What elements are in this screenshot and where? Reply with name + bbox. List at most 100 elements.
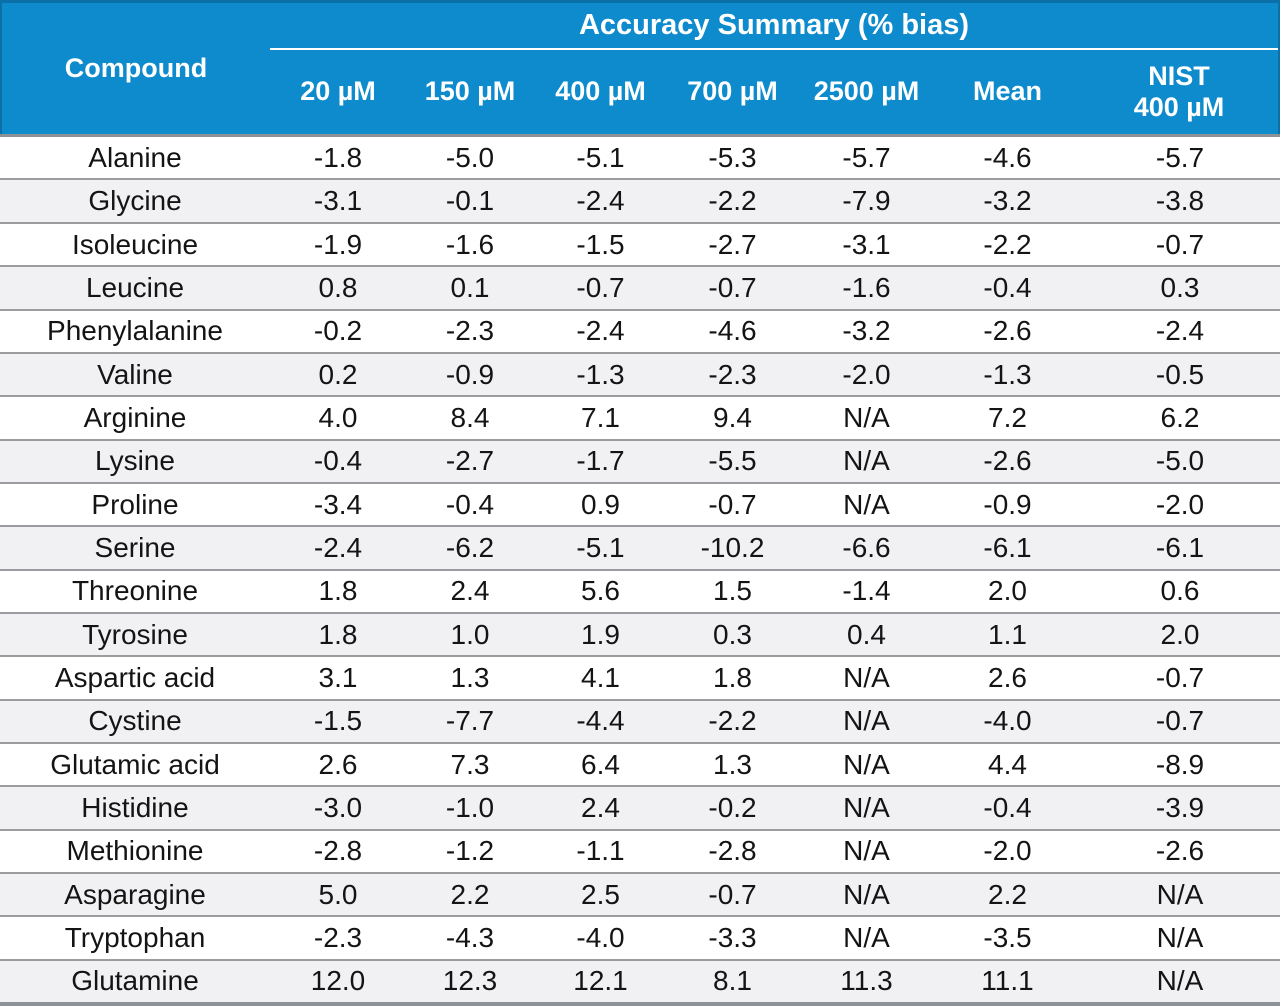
value-cell: -3.1 (798, 221, 935, 267)
compound-cell: Leucine (0, 265, 270, 310)
value-cell: N/A (1080, 915, 1280, 960)
table-row: Lysine -0.4 -2.7 -1.7 -5.5 N/A -2.6 -5.0 (0, 438, 1280, 483)
value-cell: -0.7 (667, 871, 798, 917)
value-cell: N/A (798, 871, 935, 917)
table-row: Aspartic acid 3.1 1.3 4.1 1.8 N/A 2.6 -0.7 (0, 655, 1280, 700)
value-cell: -4.4 (534, 698, 667, 743)
value-cell: 1.8 (270, 611, 406, 657)
table-row: Glycine -3.1 -0.1 -2.4 -2.2 -7.9 -3.2 -3.8 (0, 178, 1280, 223)
value-cell: N/A (798, 698, 935, 743)
value-cell: 0.3 (667, 611, 798, 657)
value-cell: -0.7 (667, 481, 798, 527)
value-cell: 9.4 (667, 395, 798, 440)
table-row: Cystine -1.5 -7.7 -4.4 -2.2 N/A -4.0 -0.7 (0, 698, 1280, 743)
table-row: Glutamine 12.0 12.3 12.1 8.1 11.3 11.1 N/A (0, 958, 1280, 1002)
value-cell: -3.5 (935, 915, 1080, 960)
value-cell: -0.9 (406, 351, 534, 397)
compound-cell: Asparagine (0, 871, 270, 917)
value-cell: 1.8 (270, 568, 406, 613)
value-cell: -1.2 (406, 828, 534, 873)
value-cell: 2.2 (406, 871, 534, 917)
column-header-150um: 150 µM (424, 76, 516, 107)
value-cell: -4.6 (935, 134, 1080, 180)
value-cell: -3.0 (270, 785, 406, 830)
value-cell: -0.4 (270, 438, 406, 483)
value-cell: N/A (1080, 871, 1280, 917)
value-cell: -7.7 (406, 698, 534, 743)
value-cell: 12.3 (406, 958, 534, 1002)
value-cell: -2.0 (798, 351, 935, 397)
value-cell: -2.4 (270, 525, 406, 570)
value-cell: -5.5 (667, 438, 798, 483)
value-cell: -2.0 (935, 828, 1080, 873)
value-cell: -2.4 (534, 308, 667, 353)
value-cell: 2.0 (935, 568, 1080, 613)
table-row: Glutamic acid 2.6 7.3 6.4 1.3 N/A 4.4 -8.9 (0, 741, 1280, 787)
value-cell: -2.7 (406, 438, 534, 483)
value-cell: -5.7 (1080, 134, 1280, 180)
value-cell: -2.0 (1080, 481, 1280, 527)
compound-cell: Methionine (0, 828, 270, 873)
column-header-mean: Mean (972, 76, 1043, 107)
value-cell: -5.1 (534, 134, 667, 180)
compound-cell: Glycine (0, 178, 270, 223)
value-cell: -1.5 (270, 698, 406, 743)
value-cell: -0.4 (935, 265, 1080, 310)
value-cell: -3.3 (667, 915, 798, 960)
compound-cell: Valine (0, 351, 270, 397)
value-cell: 1.0 (406, 611, 534, 657)
value-cell: 2.5 (534, 871, 667, 917)
column-header-nist-400um: NIST 400 µM (1080, 61, 1278, 123)
value-cell: N/A (798, 915, 935, 960)
table-row: Tryptophan -2.3 -4.3 -4.0 -3.3 N/A -3.5 N/A (0, 915, 1280, 960)
value-cell: -0.7 (534, 265, 667, 310)
value-cell: -2.6 (1080, 828, 1280, 873)
column-header-700um: 700 µM (687, 76, 778, 107)
value-cell: -5.0 (1080, 438, 1280, 483)
value-cell: 8.1 (667, 958, 798, 1002)
value-cell: -6.6 (798, 525, 935, 570)
column-header-20um: 20 µM (300, 76, 376, 107)
value-cell: N/A (798, 481, 935, 527)
concentration-header-row: 20 µM 150 µM 400 µM 700 µM 2500 µM Mean … (270, 50, 1278, 134)
value-cell: -1.7 (534, 438, 667, 483)
value-cell: -2.6 (935, 438, 1080, 483)
value-cell: 1.5 (667, 568, 798, 613)
value-cell: -0.9 (935, 481, 1080, 527)
value-cell: -3.9 (1080, 785, 1280, 830)
value-cell: 6.2 (1080, 395, 1280, 440)
table-row: Serine -2.4 -6.2 -5.1 -10.2 -6.6 -6.1 -6.1 (0, 525, 1280, 570)
value-cell: -3.2 (798, 308, 935, 353)
value-cell: -1.6 (798, 265, 935, 310)
value-cell: 2.4 (534, 785, 667, 830)
value-cell: 0.9 (534, 481, 667, 527)
value-cell: 6.4 (534, 741, 667, 787)
value-cell: -3.8 (1080, 178, 1280, 223)
value-cell: -1.0 (406, 785, 534, 830)
value-cell: N/A (798, 741, 935, 787)
value-cell: 7.3 (406, 741, 534, 787)
table-row: Phenylalanine -0.2 -2.3 -2.4 -4.6 -3.2 -2.6 -2.… (0, 308, 1280, 353)
value-cell: -5.0 (406, 134, 534, 180)
value-cell: -4.6 (667, 308, 798, 353)
value-cell: -0.4 (406, 481, 534, 527)
value-cell: -2.3 (270, 915, 406, 960)
value-cell: -4.0 (935, 698, 1080, 743)
value-cell: -0.1 (406, 178, 534, 223)
value-cell: -10.2 (667, 525, 798, 570)
value-cell: 3.1 (270, 655, 406, 700)
value-cell: -1.6 (406, 221, 534, 267)
value-cell: 2.6 (270, 741, 406, 787)
value-cell: -1.5 (534, 221, 667, 267)
value-cell: -6.1 (935, 525, 1080, 570)
table-row: Histidine -3.0 -1.0 2.4 -0.2 N/A -0.4 -3.9 (0, 785, 1280, 830)
compound-cell: Lysine (0, 438, 270, 483)
value-cell: -4.3 (406, 915, 534, 960)
value-cell: -1.3 (935, 351, 1080, 397)
value-cell: N/A (798, 785, 935, 830)
table-row: Tyrosine 1.8 1.0 1.9 0.3 0.4 1.1 2.0 (0, 611, 1280, 657)
value-cell: 7.2 (935, 395, 1080, 440)
table-row: Isoleucine -1.9 -1.6 -1.5 -2.7 -3.1 -2.2 -0.7 (0, 221, 1280, 267)
value-cell: 2.6 (935, 655, 1080, 700)
